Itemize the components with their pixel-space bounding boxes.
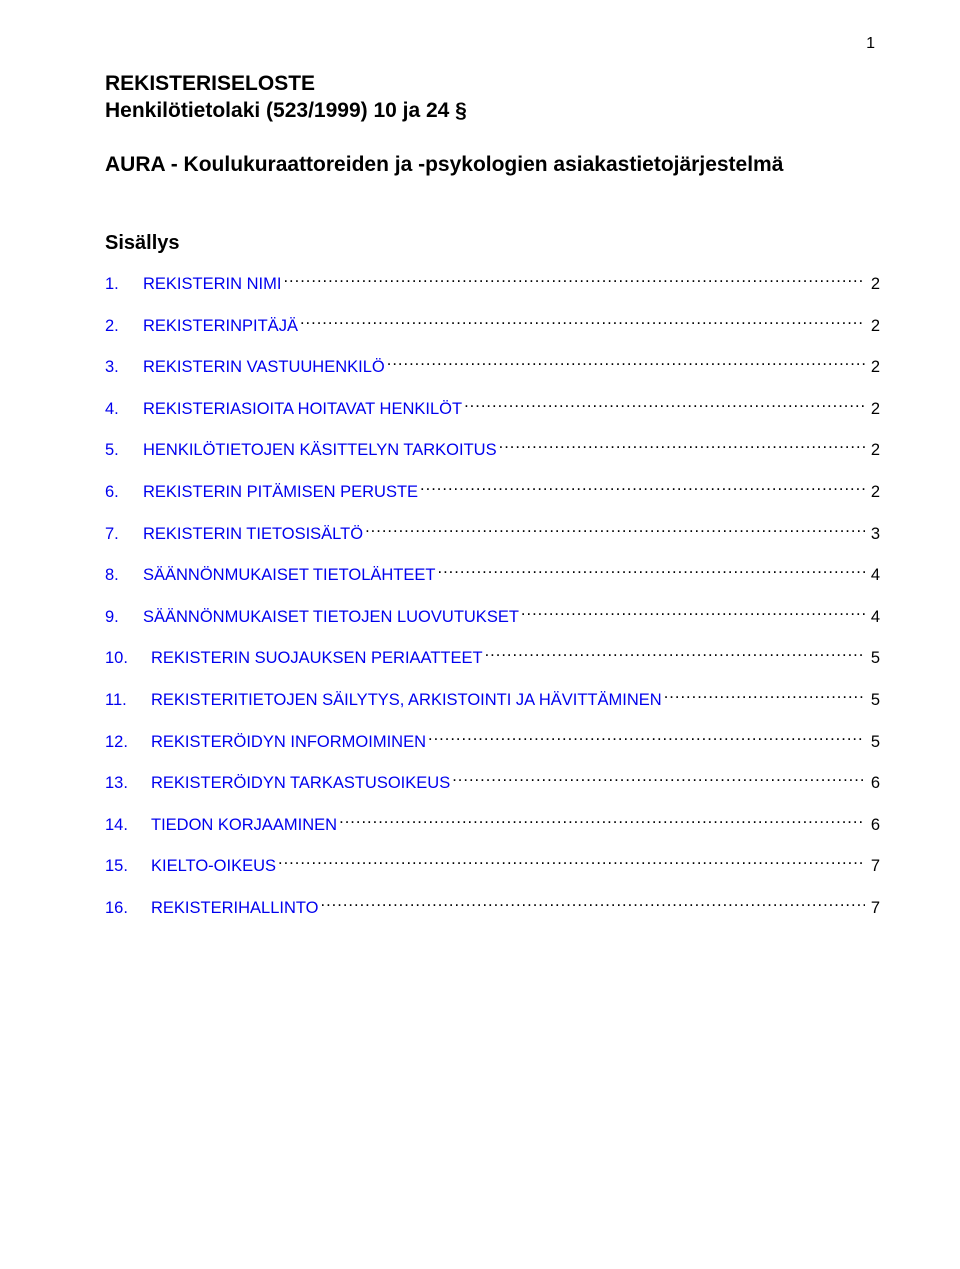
toc-page: 6 — [867, 772, 880, 795]
toc-number[interactable]: 14. — [105, 814, 151, 837]
table-of-contents: 1. REKISTERIN NIMI 2 2. REKISTERINPITÄJÄ… — [105, 273, 880, 921]
toc-label[interactable]: REKISTERIHALLINTO — [151, 897, 319, 920]
toc-page: 5 — [867, 731, 880, 754]
toc-leader-dots — [452, 772, 865, 789]
toc-leader-dots — [485, 647, 865, 664]
toc-number[interactable]: 10. — [105, 647, 151, 670]
toc-label[interactable]: REKISTERIN NIMI — [143, 273, 281, 296]
toc-leader-dots — [437, 564, 864, 581]
toc-row: 11. REKISTERITIETOJEN SÄILYTYS, ARKISTOI… — [105, 689, 880, 713]
toc-number[interactable]: 7. — [105, 523, 143, 546]
toc-page: 5 — [867, 647, 880, 670]
toc-leader-dots — [499, 439, 865, 456]
toc-leader-dots — [420, 481, 865, 498]
toc-page: 6 — [867, 814, 880, 837]
toc-number[interactable]: 2. — [105, 315, 143, 338]
toc-row: 7. REKISTERIN TIETOSISÄLTÖ 3 — [105, 522, 880, 546]
toc-label[interactable]: REKISTERITIETOJEN SÄILYTYS, ARKISTOINTI … — [151, 689, 662, 712]
toc-number[interactable]: 3. — [105, 356, 143, 379]
toc-number[interactable]: 6. — [105, 481, 143, 504]
toc-leader-dots — [521, 605, 865, 622]
toc-number[interactable]: 5. — [105, 439, 143, 462]
toc-row: 8. SÄÄNNÖNMUKAISET TIETOLÄHTEET 4 — [105, 564, 880, 588]
toc-number[interactable]: 1. — [105, 273, 143, 296]
toc-row: 12. REKISTERÖIDYN INFORMOIMINEN 5 — [105, 730, 880, 754]
document-subtitle: AURA - Koulukuraattoreiden ja -psykologi… — [105, 153, 880, 177]
toc-row: 5. HENKILÖTIETOJEN KÄSITTELYN TARKOITUS … — [105, 439, 880, 463]
toc-row: 9. SÄÄNNÖNMUKAISET TIETOJEN LUOVUTUKSET … — [105, 605, 880, 629]
toc-number[interactable]: 8. — [105, 564, 143, 587]
toc-label[interactable]: HENKILÖTIETOJEN KÄSITTELYN TARKOITUS — [143, 439, 497, 462]
toc-row: 10. REKISTERIN SUOJAUKSEN PERIAATTEET 5 — [105, 647, 880, 671]
toc-page: 4 — [867, 606, 880, 629]
toc-page: 2 — [867, 481, 880, 504]
toc-label[interactable]: REKISTERÖIDYN TARKASTUSOIKEUS — [151, 772, 450, 795]
toc-leader-dots — [278, 855, 865, 872]
toc-label[interactable]: REKISTERIN SUOJAUKSEN PERIAATTEET — [151, 647, 483, 670]
toc-row: 6. REKISTERIN PITÄMISEN PERUSTE 2 — [105, 481, 880, 505]
title-line-2: Henkilötietolaki (523/1999) 10 ja 24 § — [105, 97, 880, 124]
title-block: REKISTERISELOSTE Henkilötietolaki (523/1… — [105, 70, 880, 177]
toc-label[interactable]: REKISTERIASIOITA HOITAVAT HENKILÖT — [143, 398, 462, 421]
toc-row: 14. TIEDON KORJAAMINEN 6 — [105, 813, 880, 837]
toc-leader-dots — [300, 314, 865, 331]
toc-label[interactable]: SÄÄNNÖNMUKAISET TIETOLÄHTEET — [143, 564, 435, 587]
toc-number[interactable]: 9. — [105, 606, 143, 629]
toc-number[interactable]: 4. — [105, 398, 143, 421]
toc-page: 2 — [867, 356, 880, 379]
toc-leader-dots — [428, 730, 865, 747]
toc-label[interactable]: TIEDON KORJAAMINEN — [151, 814, 337, 837]
toc-row: 16. REKISTERIHALLINTO 7 — [105, 897, 880, 921]
toc-page: 7 — [867, 897, 880, 920]
toc-row: 15. KIELTO-OIKEUS 7 — [105, 855, 880, 879]
toc-leader-dots — [387, 356, 865, 373]
toc-page: 2 — [867, 398, 880, 421]
toc-leader-dots — [664, 689, 865, 706]
toc-page: 4 — [867, 564, 880, 587]
toc-label[interactable]: SÄÄNNÖNMUKAISET TIETOJEN LUOVUTUKSET — [143, 606, 519, 629]
toc-heading: Sisällys — [105, 232, 880, 255]
toc-row: 2. REKISTERINPITÄJÄ 2 — [105, 314, 880, 338]
toc-label[interactable]: REKISTERIN TIETOSISÄLTÖ — [143, 523, 363, 546]
toc-label[interactable]: REKISTERIN VASTUUHENKILÖ — [143, 356, 385, 379]
toc-row: 3. REKISTERIN VASTUUHENKILÖ 2 — [105, 356, 880, 380]
page-number: 1 — [866, 35, 875, 53]
toc-number[interactable]: 12. — [105, 731, 151, 754]
toc-leader-dots — [321, 897, 865, 914]
toc-label[interactable]: REKISTERIN PITÄMISEN PERUSTE — [143, 481, 418, 504]
title-line-1: REKISTERISELOSTE — [105, 70, 880, 97]
toc-leader-dots — [283, 273, 864, 290]
toc-row: 4. REKISTERIASIOITA HOITAVAT HENKILÖT 2 — [105, 397, 880, 421]
toc-page: 2 — [867, 315, 880, 338]
toc-page: 5 — [867, 689, 880, 712]
toc-label[interactable]: REKISTERINPITÄJÄ — [143, 315, 298, 338]
toc-page: 2 — [867, 273, 880, 296]
toc-page: 3 — [867, 523, 880, 546]
toc-row: 1. REKISTERIN NIMI 2 — [105, 273, 880, 297]
toc-leader-dots — [339, 813, 865, 830]
toc-label[interactable]: REKISTERÖIDYN INFORMOIMINEN — [151, 731, 426, 754]
toc-number[interactable]: 13. — [105, 772, 151, 795]
toc-row: 13. REKISTERÖIDYN TARKASTUSOIKEUS 6 — [105, 772, 880, 796]
toc-number[interactable]: 11. — [105, 689, 151, 712]
toc-number[interactable]: 16. — [105, 897, 151, 920]
toc-leader-dots — [365, 522, 865, 539]
toc-number[interactable]: 15. — [105, 855, 151, 878]
toc-page: 7 — [867, 855, 880, 878]
toc-label[interactable]: KIELTO-OIKEUS — [151, 855, 276, 878]
toc-page: 2 — [867, 439, 880, 462]
toc-leader-dots — [464, 397, 865, 414]
